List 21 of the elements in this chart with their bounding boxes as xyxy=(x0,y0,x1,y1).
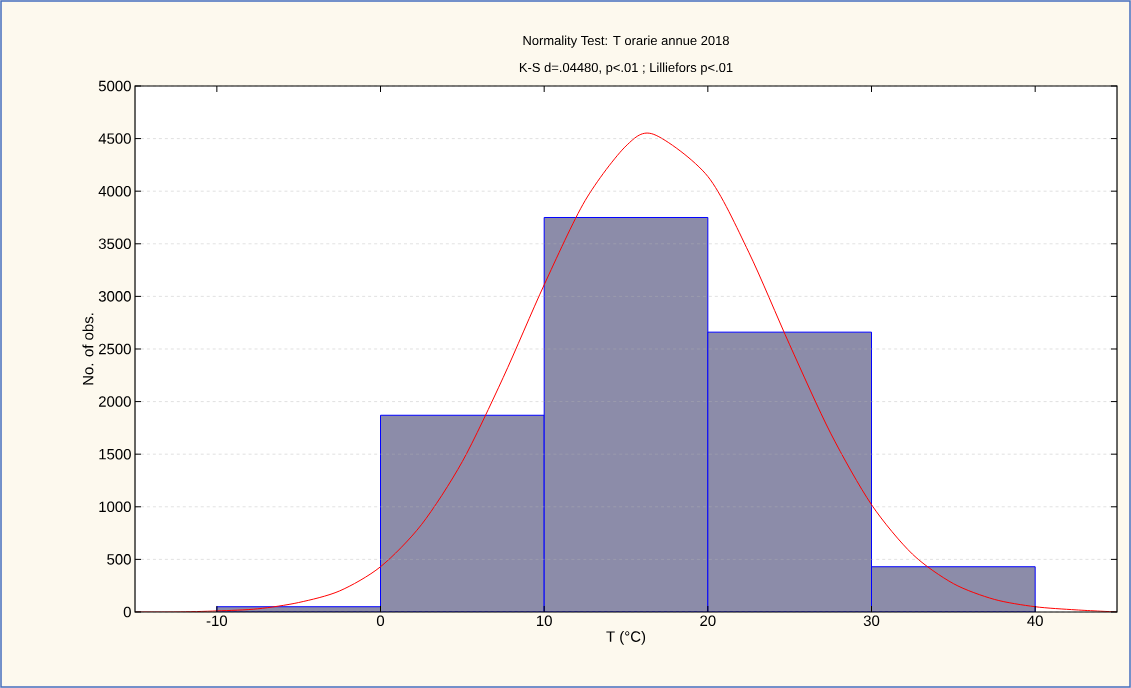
x-axis-title: T (°C) xyxy=(606,630,646,645)
y-tick-label: 500 xyxy=(107,554,131,565)
y-tick-label: 1500 xyxy=(99,448,131,460)
y-tick-label: 2500 xyxy=(98,343,131,355)
y-tick-label: 2000 xyxy=(98,396,131,407)
y-axis-title: No. of obs. xyxy=(82,313,94,385)
x-tick-label: -10 xyxy=(206,615,228,627)
y-tick-label: 4500 xyxy=(98,133,131,144)
y-tick-label: 0 xyxy=(123,606,131,618)
y-tick-label: 5000 xyxy=(98,80,131,92)
y-tick-label: 3000 xyxy=(98,291,131,302)
x-tick-label: 20 xyxy=(700,615,716,627)
x-tick-label: 10 xyxy=(537,615,552,627)
y-tick-label: 4000 xyxy=(98,185,131,197)
y-tick-label: 3500 xyxy=(98,238,131,250)
x-tick-label: 30 xyxy=(863,615,880,627)
y-tick-label: 1000 xyxy=(99,501,131,513)
chart-title: Normality Test: T orarie annue 2018 xyxy=(523,35,729,48)
chart-subtitle: K-S d=.04480, p<.01 ; Lilliefors p<.01 xyxy=(519,62,733,75)
x-tick-label: 0 xyxy=(376,615,385,627)
x-tick-label: 40 xyxy=(1027,615,1043,627)
